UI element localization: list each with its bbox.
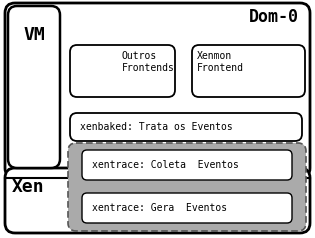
FancyBboxPatch shape: [192, 45, 305, 97]
FancyBboxPatch shape: [8, 6, 60, 168]
FancyBboxPatch shape: [5, 168, 310, 233]
Text: Outros
Frontends: Outros Frontends: [122, 51, 175, 73]
FancyBboxPatch shape: [82, 150, 292, 180]
FancyBboxPatch shape: [82, 193, 292, 223]
Text: VM: VM: [23, 26, 45, 44]
FancyBboxPatch shape: [70, 45, 175, 97]
FancyBboxPatch shape: [5, 3, 310, 178]
Text: Xenmon
Frontend: Xenmon Frontend: [197, 51, 244, 73]
Text: Xen: Xen: [12, 178, 44, 196]
Text: Dom-0: Dom-0: [249, 8, 299, 26]
FancyBboxPatch shape: [68, 143, 306, 231]
Text: xenbaked: Trata os Eventos: xenbaked: Trata os Eventos: [80, 122, 233, 132]
Text: xentrace: Gera  Eventos: xentrace: Gera Eventos: [92, 203, 227, 213]
FancyBboxPatch shape: [70, 113, 302, 141]
Text: xentrace: Coleta  Eventos: xentrace: Coleta Eventos: [92, 160, 239, 170]
